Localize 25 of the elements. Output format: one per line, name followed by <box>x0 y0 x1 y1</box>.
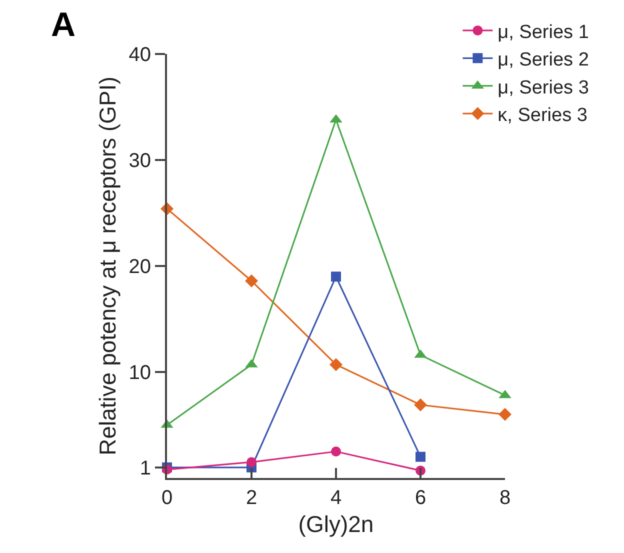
x-tick-label: 6 <box>414 487 426 509</box>
point <box>331 272 341 282</box>
point <box>245 274 258 288</box>
point <box>331 446 341 456</box>
point <box>330 358 342 372</box>
y-tick-label: 10 <box>128 362 151 384</box>
legend-label: μ, Series 3 <box>498 77 589 98</box>
y-tick-label: 30 <box>128 150 151 172</box>
x-tick-label: 0 <box>161 487 173 509</box>
x-axis-title: (Gly)2n <box>298 511 374 538</box>
point <box>246 457 256 468</box>
y-tick-label: 1 <box>140 457 151 480</box>
legend-label: μ, Series 2 <box>498 50 589 71</box>
point <box>498 408 512 421</box>
x-tick-label: 8 <box>499 487 511 509</box>
text: A <box>51 6 76 44</box>
y-tick-label: 40 <box>128 44 151 66</box>
y-tick-label: 20 <box>128 256 151 278</box>
x-tick-label: 4 <box>330 487 342 509</box>
y-axis-title: Relative potency at μ receptors (GPI) <box>94 76 121 456</box>
legend-label: κ, Series 3 <box>498 104 588 126</box>
x-tick-label: 2 <box>246 487 258 509</box>
point <box>414 398 427 412</box>
point <box>416 452 426 462</box>
legend-label: μ, Series 1 <box>498 22 589 43</box>
